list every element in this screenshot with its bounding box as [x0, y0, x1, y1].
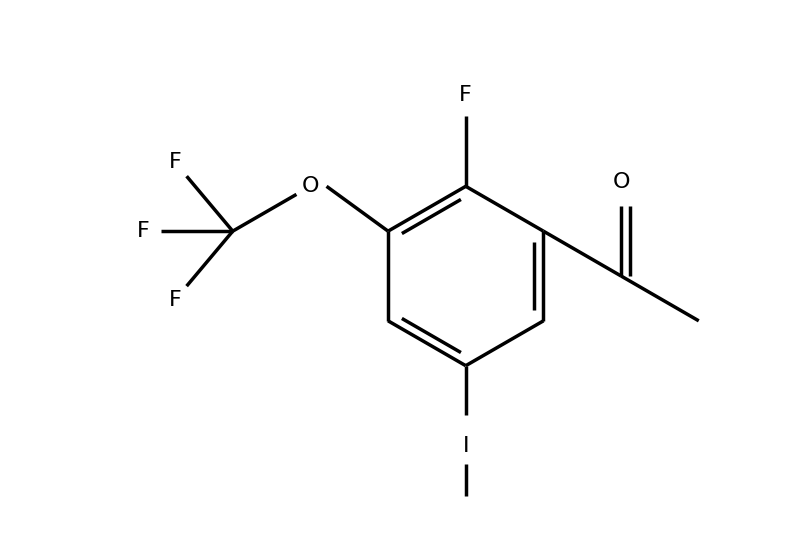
Text: O: O [302, 176, 319, 197]
Text: F: F [136, 221, 150, 241]
Text: I: I [463, 437, 469, 457]
Text: O: O [612, 172, 630, 192]
Text: F: F [169, 290, 181, 310]
Text: F: F [459, 85, 472, 105]
Text: F: F [169, 152, 181, 172]
